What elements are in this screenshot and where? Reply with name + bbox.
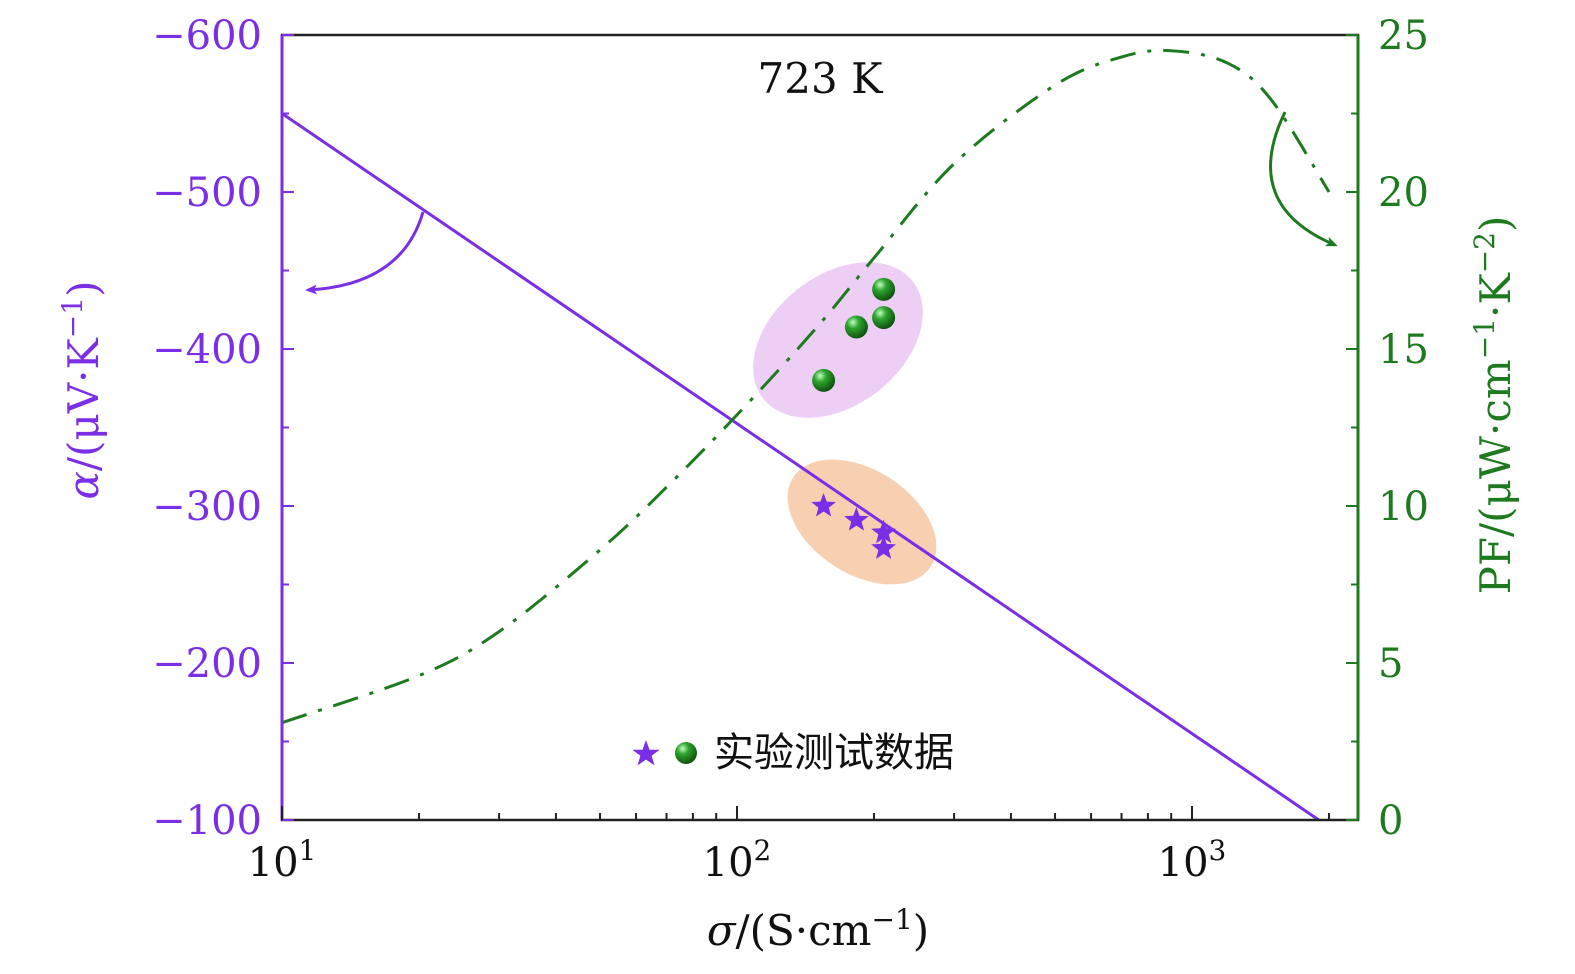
plot-frame xyxy=(280,33,1360,822)
x-tick-label: 101 xyxy=(248,834,317,886)
y-right-tick-label: 10 xyxy=(1378,484,1429,530)
pf-data-point xyxy=(872,306,896,330)
seebeck-data-point xyxy=(844,507,869,531)
y-right-tick-label: 0 xyxy=(1378,798,1403,844)
pf-data-highlight xyxy=(753,262,923,418)
pf-data-point xyxy=(812,368,836,392)
pf-data-point xyxy=(872,277,896,301)
legend-sphere-marker xyxy=(675,742,697,764)
y-right-tick-label: 15 xyxy=(1378,327,1429,373)
pf-data-point xyxy=(844,315,868,339)
y-left-tick-label: −100 xyxy=(152,798,262,844)
legend-star-marker xyxy=(632,740,660,766)
y-left-tick-label: −300 xyxy=(152,484,262,530)
seebeck-model-line xyxy=(281,112,1320,822)
seebeck-data-point xyxy=(811,493,836,517)
legend-label: 实验测试数据 xyxy=(714,730,954,776)
seebeck-data-point xyxy=(871,535,896,559)
seebeck-data-highlight xyxy=(787,459,937,585)
y-right-tick-label: 25 xyxy=(1378,13,1429,59)
temperature-annotation: 723 K xyxy=(758,54,885,103)
y-right-tick-label: 20 xyxy=(1378,170,1429,216)
y-left-tick-label: −400 xyxy=(152,327,262,373)
x-tick-label: 102 xyxy=(703,834,772,886)
right-axis-arrow xyxy=(1269,111,1338,247)
left-axis-arrow xyxy=(305,211,425,295)
y-right-axis-title: PF/(μW·cm−1·K−2) xyxy=(1468,216,1520,595)
y-left-axis-title: α/(μV·K−1) xyxy=(56,281,108,500)
legend: 实验测试数据 xyxy=(632,730,954,776)
y-left-tick-label: −600 xyxy=(152,13,262,59)
y-right-tick-label: 5 xyxy=(1378,641,1403,687)
y-left-tick-label: −200 xyxy=(152,641,262,687)
x-tick-label: 103 xyxy=(1158,834,1227,886)
seebeck-data-point xyxy=(871,519,896,544)
x-axis-title: σ/(S·cm−1) xyxy=(707,903,929,955)
y-left-tick-label: −500 xyxy=(152,170,262,216)
